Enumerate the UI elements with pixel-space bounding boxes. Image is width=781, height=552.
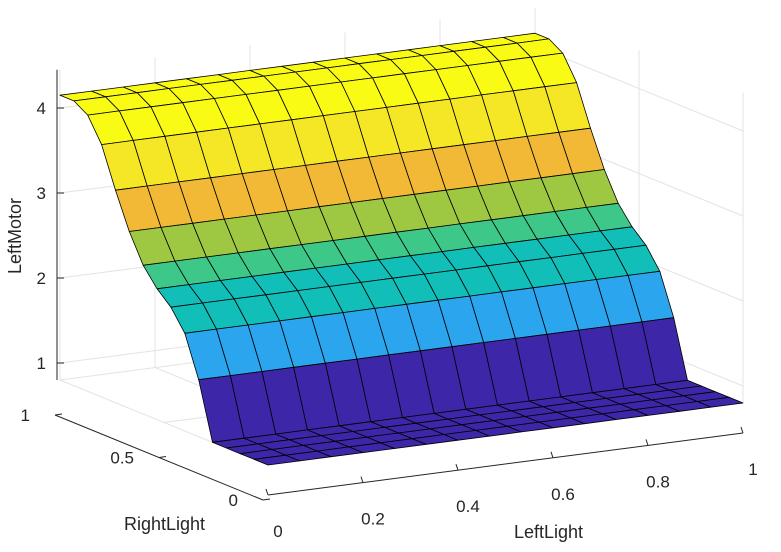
tick-labels: 1 2 3 4 0 0.2 0.4 0.6 0.8 1 0 0.5 1: [21, 99, 758, 541]
x-axis-label: LeftLight: [514, 522, 583, 542]
y-tick: [54, 413, 63, 416]
x-tick-label: 0.4: [456, 497, 480, 516]
x-tick-label: 1: [748, 460, 757, 479]
z-axis-label: LeftMotor: [5, 198, 25, 274]
y-tick-label: 0: [229, 491, 238, 510]
x-tick-label: 0.8: [646, 472, 670, 491]
x-tick: [360, 476, 364, 483]
surface-mesh: [59, 32, 744, 466]
z-tick-label: 2: [37, 269, 46, 288]
x-tick-label: 0.6: [551, 485, 575, 504]
y-axis-label: RightLight: [124, 514, 205, 534]
y-tick-label: 1: [21, 406, 30, 425]
x-axis-line: [267, 432, 744, 496]
x-tick: [740, 426, 744, 434]
z-tick-label: 4: [37, 99, 46, 118]
y-tick-label: 0.5: [110, 449, 134, 468]
x-tick-label: 0.2: [361, 510, 385, 529]
x-tick: [550, 451, 554, 458]
axes-lines: [54, 69, 744, 501]
x-tick: [265, 488, 269, 496]
x-tick-label: 0: [273, 522, 282, 541]
x-tick: [645, 439, 649, 446]
y-tick: [262, 498, 271, 501]
y-tick: [158, 456, 167, 458]
z-tick-label: 3: [37, 184, 46, 203]
z-tick-label: 1: [37, 354, 46, 373]
surface-patch: [697, 396, 744, 408]
x-tick: [455, 464, 459, 471]
